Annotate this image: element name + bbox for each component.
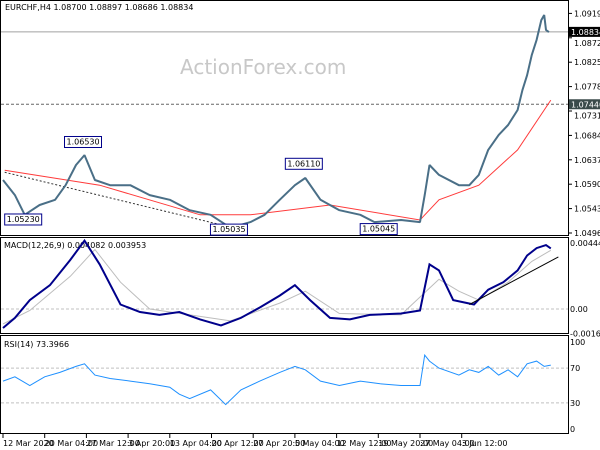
time-tick-label: 3 Jun 12:00 bbox=[462, 439, 508, 448]
price-tick-label: 1.04960 bbox=[574, 229, 600, 238]
price-annotation-box bbox=[4, 213, 43, 226]
macd-title: MACD(12,26,9) 0.004082 0.003953 bbox=[4, 241, 146, 250]
price-annotation: 1.05230 bbox=[7, 215, 40, 224]
time-tick-label: 3 Apr 20:00 bbox=[128, 439, 175, 448]
price-annotation: 1.06530 bbox=[67, 137, 100, 146]
level-label-bg bbox=[569, 99, 600, 110]
time-tick-label: 20 Mar 04:00 bbox=[45, 439, 98, 448]
price-annotation: 1.05035 bbox=[212, 225, 245, 234]
watermark: ActionForex.com bbox=[180, 55, 346, 79]
price-tick-label: 1.05430 bbox=[574, 205, 600, 214]
time-tick-label: 27 Apr 20:00 bbox=[253, 439, 305, 448]
time-tick-label: 5 May 04:00 bbox=[295, 439, 345, 448]
rsi-panel bbox=[0, 335, 569, 434]
time-tick-label: 13 Apr 04:00 bbox=[170, 439, 222, 448]
time-tick-label: 27 Mar 12:00 bbox=[86, 439, 139, 448]
time-tick-label: 20 Apr 12:00 bbox=[212, 439, 264, 448]
price-tick-label: 1.07780 bbox=[574, 83, 600, 92]
macd-panel bbox=[0, 237, 569, 334]
rsi-tick-label: 0 bbox=[570, 425, 575, 434]
price-tick-label: 1.08250 bbox=[574, 58, 600, 67]
price-annotation-box bbox=[209, 223, 248, 236]
price-series bbox=[2, 14, 550, 229]
price-tick-label: 1.09190 bbox=[574, 9, 600, 18]
price-tick-label: 1.05900 bbox=[574, 180, 600, 189]
rsi-line bbox=[2, 353, 551, 406]
macd-tick-label: 0.00444 bbox=[570, 239, 600, 248]
price-annotation: 1.06110 bbox=[287, 159, 320, 168]
rsi-tick-label: 30 bbox=[570, 399, 580, 408]
time-tick-label: 27 May 04:00 bbox=[420, 439, 475, 448]
macd-tick-label: 0.00 bbox=[570, 305, 588, 314]
time-tick-label: 12 Mar 2020 bbox=[3, 439, 54, 448]
price-annotation-box bbox=[359, 223, 398, 236]
price-trendline bbox=[4, 171, 234, 229]
price-annotation: 1.05045 bbox=[362, 225, 395, 234]
time-tick-label: 19 May 20:00 bbox=[378, 439, 433, 448]
current-price-label: 1.08834 bbox=[571, 28, 600, 37]
macd-line bbox=[2, 238, 552, 329]
price-tick-label: 1.07310 bbox=[574, 111, 600, 120]
main-panel bbox=[0, 0, 569, 236]
price-tick-label: 1.06370 bbox=[574, 156, 600, 165]
rsi-tick-label: 100 bbox=[570, 338, 585, 347]
macd-tick-label: -0.001639 bbox=[570, 329, 600, 338]
time-tick-label: 12 May 12:00 bbox=[337, 439, 392, 448]
macd-trendline bbox=[469, 256, 559, 305]
level-label: 1.07440 bbox=[571, 100, 600, 109]
price-tick-label: 1.06840 bbox=[574, 131, 600, 140]
rsi-tick-label: 70 bbox=[570, 364, 580, 373]
current-price-label-bg bbox=[569, 26, 600, 37]
price-tick-label: 1.08720 bbox=[574, 39, 600, 48]
symbol-info: EURCHF,H4 1.08700 1.08897 1.08686 1.0883… bbox=[5, 3, 193, 12]
rsi-title: RSI(14) 73.3966 bbox=[4, 340, 69, 349]
moving-average-line bbox=[4, 99, 552, 221]
price-annotation-box bbox=[284, 157, 323, 170]
price-annotation-box bbox=[64, 135, 103, 148]
